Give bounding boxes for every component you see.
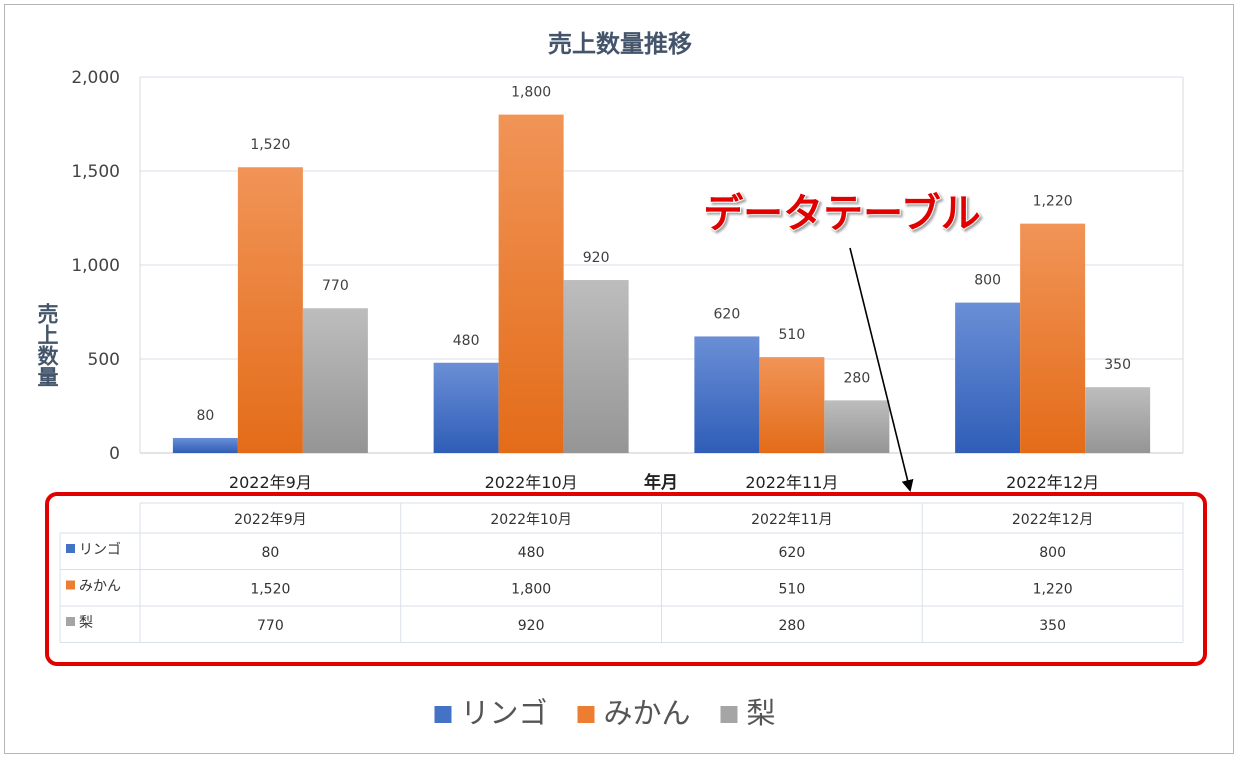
bar-梨-2022年12月 xyxy=(1085,387,1151,453)
y-axis-label: 売上数量 xyxy=(35,303,59,387)
data-label: 1,520 xyxy=(250,137,290,153)
data-label: 800 xyxy=(974,273,1001,289)
table-cell: 800 xyxy=(1039,545,1066,561)
y-tick-label: 2,000 xyxy=(71,68,120,88)
table-legend-key xyxy=(66,580,75,590)
data-table-highlight-box xyxy=(45,492,1207,666)
x-tick-label: 2022年11月 xyxy=(745,473,838,492)
legend-label: リンゴ xyxy=(461,696,548,730)
table-header-cell: 2022年12月 xyxy=(1012,512,1093,528)
data-label: 480 xyxy=(453,333,480,349)
bar-梨-2022年10月 xyxy=(563,280,629,453)
table-cell: 1,520 xyxy=(250,582,290,598)
table-header-cell: 2022年11月 xyxy=(751,512,832,528)
table-cell: 620 xyxy=(779,545,806,561)
bar-梨-2022年11月 xyxy=(824,400,890,453)
table-cell: 350 xyxy=(1039,618,1066,634)
y-tick-label: 1,500 xyxy=(71,162,120,182)
legend-key xyxy=(577,706,595,723)
x-tick-label: 2022年10月 xyxy=(485,473,578,492)
table-cell: 1,800 xyxy=(511,582,551,598)
bar-リンゴ-2022年10月 xyxy=(433,362,499,453)
data-table-annotation: データテーブル xyxy=(703,191,981,237)
bar-リンゴ-2022年11月 xyxy=(694,336,760,453)
table-cell: 510 xyxy=(779,582,806,598)
legend-label: 梨 xyxy=(747,696,776,730)
annotation-arrow xyxy=(849,247,914,492)
chart-frame xyxy=(4,4,1234,754)
x-tick-label: 2022年9月 xyxy=(229,473,312,492)
bar-梨-2022年9月 xyxy=(302,308,368,453)
bar-リンゴ-2022年12月 xyxy=(955,302,1021,453)
data-label: 1,220 xyxy=(1033,194,1073,210)
data-label: 80 xyxy=(196,408,214,424)
y-axis-ticks: 0 500 1,000 1,500 2,000 xyxy=(71,68,120,464)
table-cell: 920 xyxy=(518,618,545,634)
table-header-cell: 2022年10月 xyxy=(490,512,571,528)
bar-みかん-2022年9月 xyxy=(237,167,303,454)
y-tick-label: 0 xyxy=(109,444,120,464)
data-label: 350 xyxy=(1104,357,1131,373)
chart-title: 売上数量推移 xyxy=(548,30,692,58)
x-axis-label: 年月 xyxy=(644,472,678,493)
data-label: 620 xyxy=(714,306,741,322)
legend-key xyxy=(720,706,738,723)
table-row-label: 梨 xyxy=(79,615,93,631)
legend-label: みかん xyxy=(604,696,691,730)
bar-みかん-2022年12月 xyxy=(1020,223,1086,453)
data-label: 1,800 xyxy=(511,85,551,101)
table-cell: 80 xyxy=(261,545,279,561)
x-tick-label: 2022年12月 xyxy=(1006,473,1099,492)
table-header-cell: 2022年9月 xyxy=(234,512,307,528)
table-cell: 770 xyxy=(257,618,284,634)
table-cell: 480 xyxy=(518,545,545,561)
bars xyxy=(172,114,1151,454)
legend-key xyxy=(434,706,452,723)
data-label: 510 xyxy=(779,327,806,343)
table-legend-key xyxy=(66,544,75,553)
table-row-label: リンゴ xyxy=(79,541,121,558)
bar-みかん-2022年10月 xyxy=(498,114,564,453)
bar-みかん-2022年11月 xyxy=(759,357,825,453)
table-legend-key xyxy=(66,617,75,626)
y-tick-label: 500 xyxy=(88,350,120,370)
y-tick-label: 1,000 xyxy=(71,256,120,276)
data-label: 280 xyxy=(844,370,871,386)
data-label: 920 xyxy=(583,250,610,266)
bar-リンゴ-2022年9月 xyxy=(172,437,238,453)
data-labels: 80 1,520 770 480 1,800 920 620 510 280 800 1,220 35… xyxy=(196,85,1131,424)
table-cell: 1,220 xyxy=(1033,582,1073,598)
x-axis-ticks: 2022年9月 2022年10月 2022年11月 2022年12月 xyxy=(229,473,1099,492)
table-cell: 280 xyxy=(779,618,806,634)
data-label: 770 xyxy=(322,278,349,294)
table-row-label: みかん xyxy=(79,579,121,595)
legend: リンゴ みかん 梨 xyxy=(434,696,776,730)
